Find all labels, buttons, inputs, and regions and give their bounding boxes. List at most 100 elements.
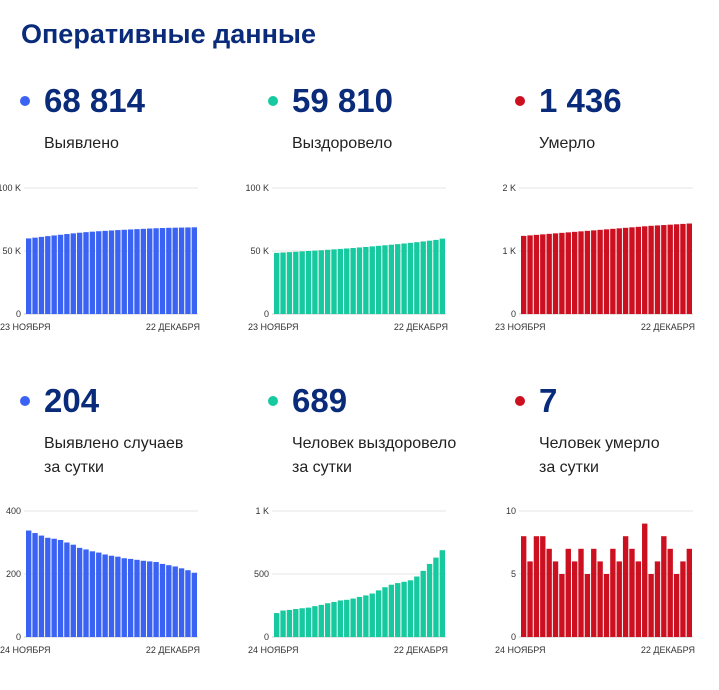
bar xyxy=(578,548,584,637)
bar xyxy=(395,583,401,637)
bar xyxy=(45,236,51,314)
bar xyxy=(115,230,121,314)
bar xyxy=(382,245,388,314)
bar xyxy=(344,599,350,637)
bar xyxy=(159,228,166,314)
bar xyxy=(388,584,395,637)
bar xyxy=(57,539,64,637)
bar xyxy=(591,548,597,637)
y-tick-label: 0 xyxy=(511,632,516,642)
bar xyxy=(350,247,356,314)
bar xyxy=(83,232,89,314)
bar-chart: 0 200 400 24 НОЯБРЯ 22 ДЕКАБРЯ xyxy=(0,506,200,655)
stat-label-line: Умерло xyxy=(539,135,596,152)
bar xyxy=(521,536,527,637)
y-tick-label: 0 xyxy=(264,309,269,319)
bar xyxy=(121,229,127,314)
bar xyxy=(369,593,375,637)
bar xyxy=(603,574,610,637)
stat-value: 7 xyxy=(539,382,558,419)
bar xyxy=(299,608,305,637)
bar xyxy=(546,548,552,637)
bar xyxy=(369,246,375,314)
stat-panel: 59 810 Выздоровело 0 50 K 100 K 23 НОЯБРЯ 22 Д… xyxy=(245,80,498,390)
bar xyxy=(597,561,603,637)
bar xyxy=(57,234,64,314)
series-dot-icon xyxy=(20,96,30,106)
bar xyxy=(439,550,445,637)
bar xyxy=(673,574,680,637)
x-tick-label: 22 ДЕКАБРЯ xyxy=(641,645,695,655)
series-dot-icon xyxy=(515,96,525,106)
y-tick-label: 2 K xyxy=(502,183,516,193)
x-tick-label: 23 НОЯБРЯ xyxy=(495,322,546,332)
stat-value: 689 xyxy=(292,382,348,419)
bar xyxy=(312,606,318,637)
bar xyxy=(337,600,344,637)
y-tick-label: 0 xyxy=(16,632,21,642)
bar xyxy=(172,566,178,637)
bar xyxy=(331,601,337,637)
bar xyxy=(686,548,692,637)
bar xyxy=(318,604,324,637)
bar xyxy=(401,243,407,314)
series-dot-icon xyxy=(268,96,278,106)
bar xyxy=(559,232,565,314)
bar xyxy=(356,596,363,637)
bar xyxy=(407,242,414,314)
bar xyxy=(140,560,147,637)
stat-label-line: за сутки xyxy=(539,459,599,476)
bar xyxy=(521,235,527,314)
bar xyxy=(76,232,83,314)
bar xyxy=(127,229,134,314)
bar xyxy=(673,224,680,314)
bar xyxy=(96,552,102,637)
y-tick-label: 0 xyxy=(511,309,516,319)
bar xyxy=(610,548,616,637)
bar xyxy=(140,228,147,314)
stat-panel: 7 Человек умерло за сутки 0 5 10 24 НОЯБРЯ 22 Д… xyxy=(495,380,719,690)
bar xyxy=(356,247,363,314)
bar xyxy=(591,230,597,314)
bar xyxy=(172,227,178,314)
bar-chart: 0 50 K 100 K 23 НОЯБРЯ 22 ДЕКАБРЯ xyxy=(245,183,448,332)
bar xyxy=(571,231,578,314)
bar xyxy=(274,613,280,637)
bar xyxy=(108,555,115,637)
bar xyxy=(382,587,388,637)
y-tick-label: 10 xyxy=(506,506,516,516)
x-tick-label: 22 ДЕКАБРЯ xyxy=(641,322,695,332)
bar xyxy=(191,572,197,637)
bar xyxy=(115,556,121,637)
bar xyxy=(147,561,153,637)
bar xyxy=(51,235,57,314)
bar xyxy=(420,570,426,637)
bar xyxy=(45,537,51,637)
bar xyxy=(89,231,96,314)
bar xyxy=(629,548,635,637)
bar xyxy=(565,548,571,637)
bar xyxy=(280,610,286,637)
bar xyxy=(584,230,591,314)
bar xyxy=(540,536,546,637)
bar xyxy=(552,561,559,637)
bar xyxy=(527,235,533,314)
stat-label: Выздоровело xyxy=(292,132,392,156)
bar xyxy=(571,561,578,637)
bar xyxy=(305,607,312,637)
bar xyxy=(552,233,559,314)
bar xyxy=(331,249,337,314)
bar xyxy=(185,227,191,314)
bar xyxy=(191,227,197,314)
stat-label: Выявлено xyxy=(44,132,119,156)
stat-value: 68 814 xyxy=(44,82,145,119)
stat-label-line: Выздоровело xyxy=(292,135,393,152)
x-tick-label: 23 НОЯБРЯ xyxy=(248,322,299,332)
stat-label: Человек умерло за сутки xyxy=(539,432,660,480)
bar xyxy=(280,252,286,314)
bar xyxy=(89,551,96,637)
y-tick-label: 400 xyxy=(6,506,21,516)
y-tick-label: 1 K xyxy=(255,506,269,516)
bar xyxy=(661,536,667,637)
bar xyxy=(629,227,635,314)
